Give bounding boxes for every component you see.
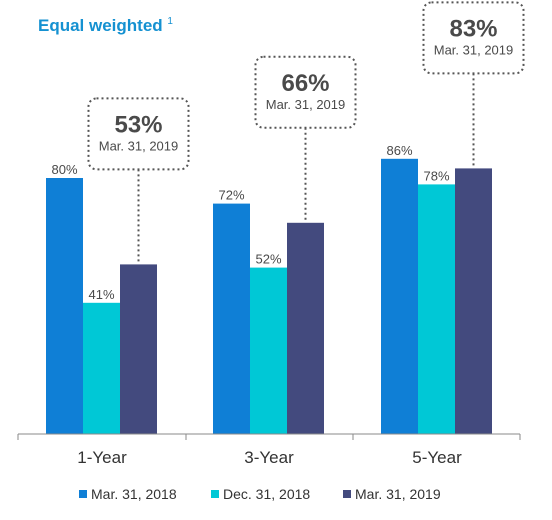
bar-value-label: 72% <box>218 188 244 203</box>
callout-date: Mar. 31, 2019 <box>434 42 514 57</box>
x-tick-label: 1-Year <box>77 448 127 467</box>
bar-1-year-series-2 <box>83 302 120 434</box>
chart-title-text: Equal weighted <box>38 16 163 35</box>
bar-value-label: 78% <box>423 168 449 183</box>
bar-1-year-series-3 <box>120 264 157 434</box>
callout-value: 83% <box>449 15 497 42</box>
callout-date: Mar. 31, 2019 <box>99 138 179 153</box>
bar-5-year-series-2 <box>418 184 455 434</box>
bar-5-year-series-1 <box>381 158 418 435</box>
callout-value: 66% <box>281 70 329 97</box>
bar-5-year-series-3 <box>455 168 492 434</box>
bar-3-year-series-1 <box>213 203 250 434</box>
callout-value: 53% <box>114 111 162 138</box>
bar-value-label: 86% <box>386 143 412 158</box>
x-tick-label: 5-Year <box>412 448 462 467</box>
legend-label: Mar. 31, 2019 <box>355 486 441 502</box>
legend-swatch <box>211 490 219 498</box>
bar-3-year-series-3 <box>287 222 324 434</box>
legend-swatch <box>343 490 351 498</box>
x-tick-label: 3-Year <box>244 448 294 467</box>
bar-value-label: 80% <box>51 162 77 177</box>
bar-value-label: 52% <box>255 252 281 267</box>
bar-1-year-series-1 <box>46 178 83 434</box>
bar-value-label: 41% <box>88 287 114 302</box>
legend-swatch <box>79 490 87 498</box>
axis-layer: 1-Year 3-Year 5-Year <box>17 433 521 467</box>
bar-layer: 80% 72% 86% 41% 52% 78% <box>46 143 492 435</box>
chart-title-superscript: 1 <box>167 16 173 27</box>
legend-label: Mar. 31, 2018 <box>91 486 177 502</box>
legend-label: Dec. 31, 2018 <box>223 486 310 502</box>
callout-date: Mar. 31, 2019 <box>266 97 346 112</box>
bar-3-year-series-2 <box>250 267 287 434</box>
legend: Mar. 31, 2018 Dec. 31, 2018 Mar. 31, 2019 <box>79 486 441 502</box>
chart-title: Equal weighted 1 <box>38 16 173 35</box>
